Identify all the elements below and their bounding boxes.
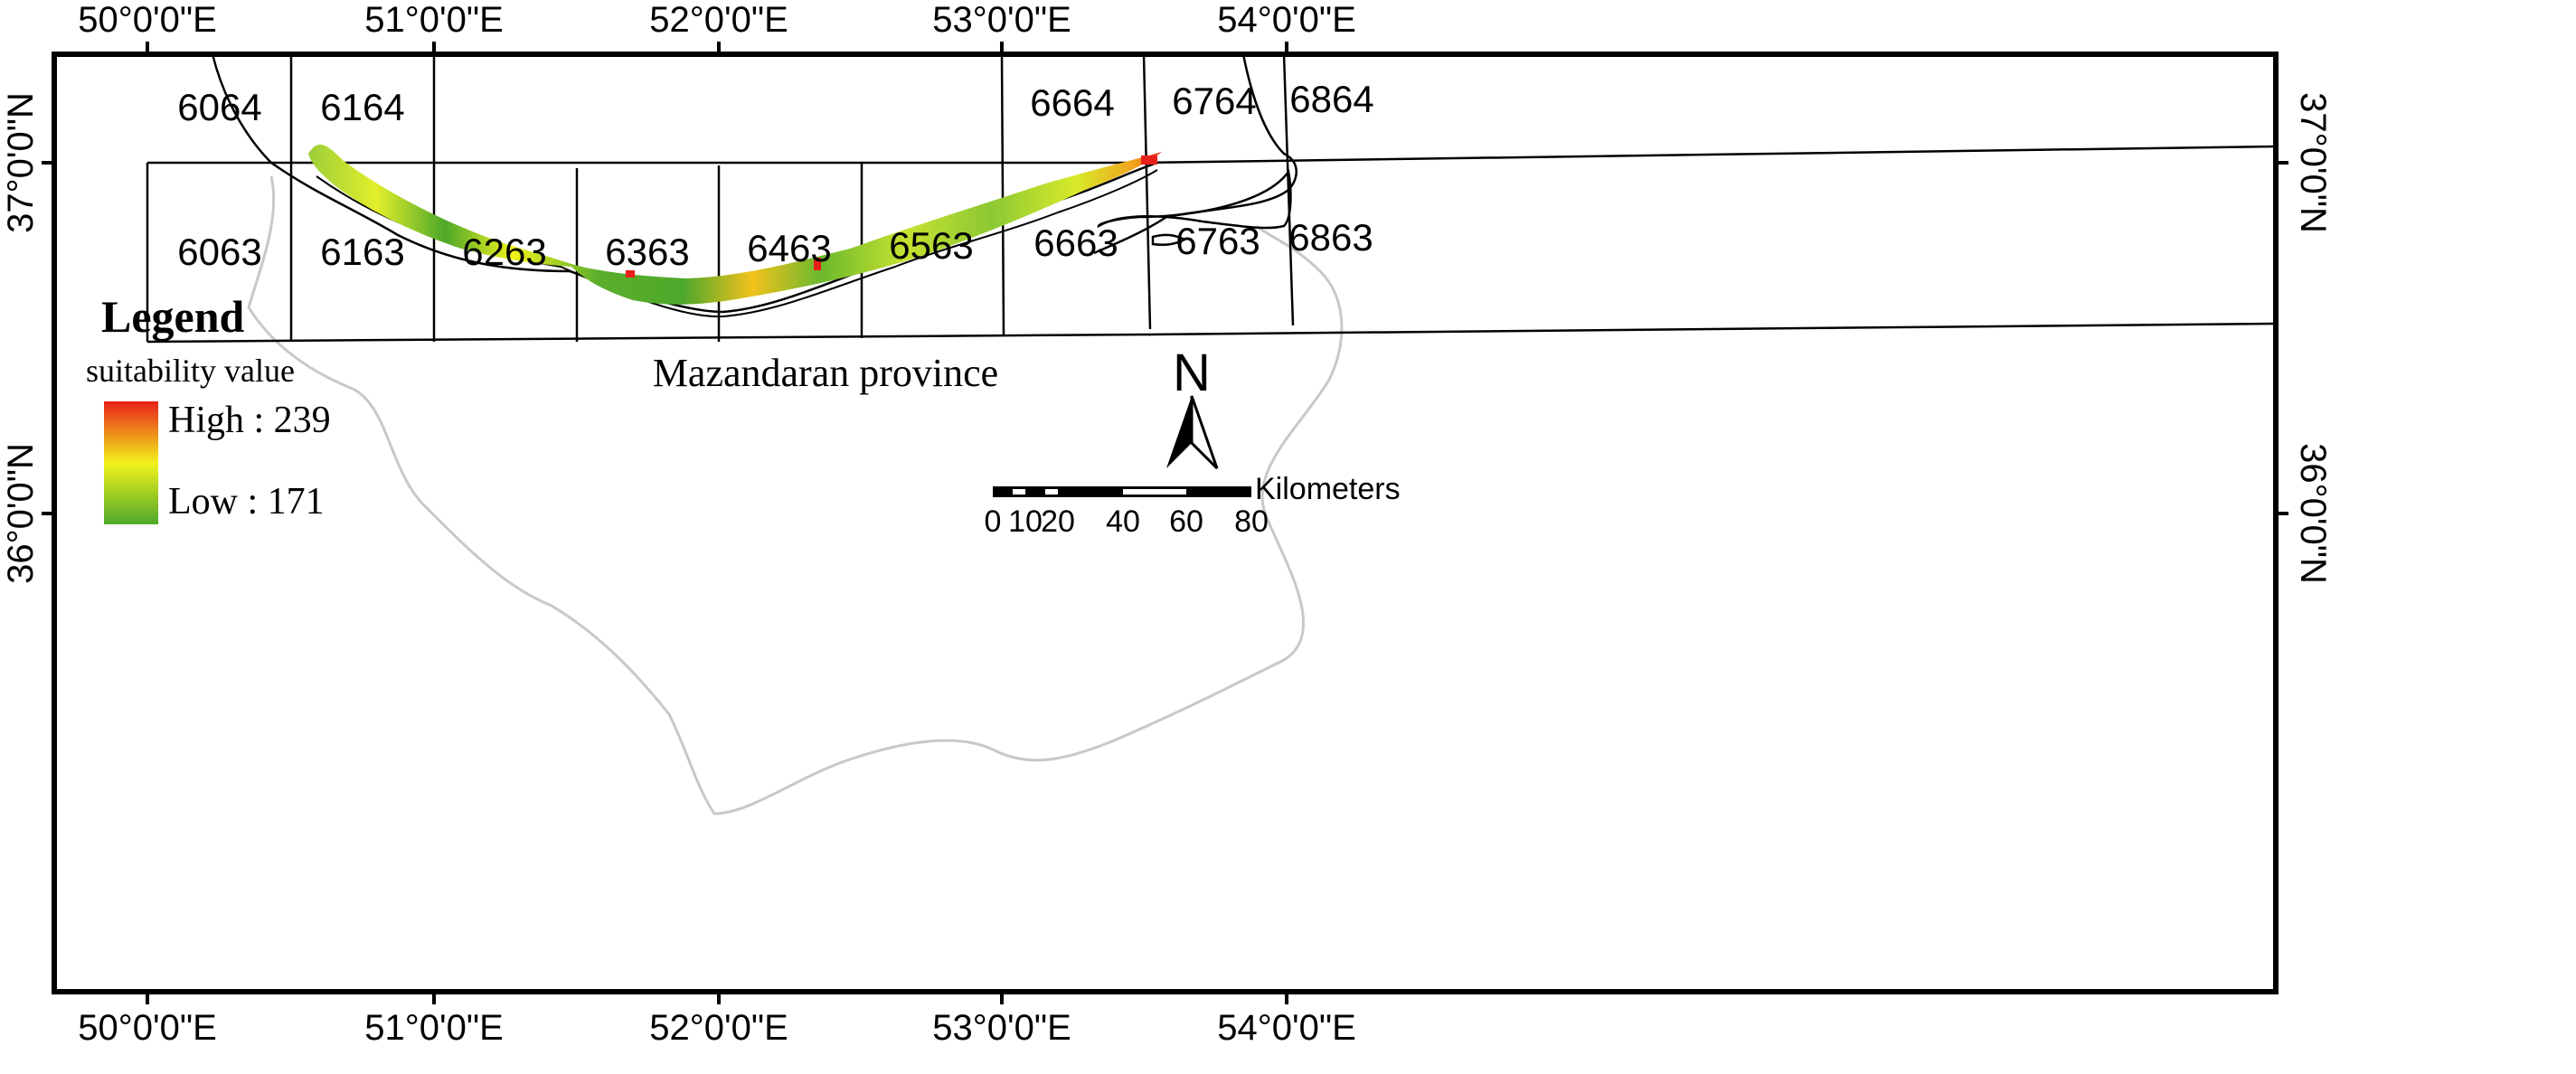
coastline-lagoon [1097,168,1292,230]
province-boundary [247,175,1344,815]
scale-bar-segment [1045,489,1058,495]
scale-bar-tick: 10 [1008,504,1043,539]
lon-label: 54°0'0"E [1217,0,1356,40]
legend-high-label: High : 239 [168,400,331,441]
tile-label: 6763 [1175,220,1260,262]
graticule-ticks [42,42,2288,1004]
lon-label: 51°0'0"E [364,0,504,40]
tile-label: 6063 [177,231,261,273]
lat-label: 36°0'0"N [1,443,41,584]
lon-label: 50°0'0"E [78,1008,217,1048]
map-frame [52,52,2279,994]
tile-label: 6163 [320,231,404,273]
lon-label: 53°0'0"E [932,1008,1071,1048]
hotspot [1141,155,1157,165]
legend-low-label: Low : 171 [168,481,325,523]
legend: Legend suitability value High : 239 Low … [86,291,331,524]
scale-bar-segment [993,486,1251,497]
legend-color-ramp [104,401,158,524]
scale-bar-segment [1123,489,1186,495]
hotspot [626,270,635,278]
scale-bar-tick: 60 [1169,504,1203,539]
lon-label: 51°0'0"E [364,1008,504,1048]
coastline-island [1151,233,1187,247]
tile-label: 6064 [177,86,261,128]
top-lon-labels: 50°0'0"E 51°0'0"E 52°0'0"E 53°0'0"E 54°0… [78,0,1356,40]
lon-label: 53°0'0"E [932,0,1071,40]
scale-bar-tick: 20 [1041,504,1075,539]
scale-bar-tick: 80 [1234,504,1269,539]
tile-label: 6463 [747,227,831,269]
province-label: Mazandaran province [653,351,998,395]
scale-bar-segment [1013,489,1025,495]
right-lat-labels: 37°0'0"N 36°0'0"N [2293,92,2333,584]
lat-label: 36°0'0"N [2293,443,2333,584]
lat-label: 37°0'0"N [2293,92,2333,233]
north-arrow-icon [1166,396,1192,468]
scale-bar: Kilometers 0 10 20 40 60 80 [985,472,1401,539]
tile-label: 6664 [1030,81,1114,124]
scale-bar-tick: 0 [985,504,1002,539]
left-lat-labels: 37°0'0"N 36°0'0"N [1,92,41,584]
north-arrow: N [1166,344,1219,470]
north-arrow-icon [1190,395,1219,470]
tile-label: 6764 [1172,80,1256,122]
tile-label: 6363 [605,231,689,273]
lon-label: 52°0'0"E [649,1008,788,1048]
tile-label: 6164 [320,86,404,128]
tile-label: 6663 [1033,221,1118,264]
scale-bar-unit: Kilometers [1255,472,1401,506]
suitability-strip [308,144,1162,305]
scale-bar-tick: 40 [1106,504,1140,539]
lon-label: 50°0'0"E [78,0,217,40]
lon-label: 52°0'0"E [649,0,788,40]
tile-label: 6563 [889,224,973,267]
legend-title: Legend [101,291,245,342]
bottom-lon-labels: 50°0'0"E 51°0'0"E 52°0'0"E 53°0'0"E 54°0… [78,1008,1356,1048]
tile-labels: 6064 6164 6664 6764 6864 6063 6163 6263 … [177,78,1373,273]
tile-label: 6864 [1289,78,1373,120]
lon-label: 54°0'0"E [1217,1008,1356,1048]
hotspot [814,258,821,270]
lat-label: 37°0'0"N [1,92,41,233]
tile-label: 6263 [462,231,546,273]
tile-label: 6863 [1288,216,1373,259]
legend-subtitle: suitability value [86,353,295,389]
north-label: N [1173,344,1211,402]
